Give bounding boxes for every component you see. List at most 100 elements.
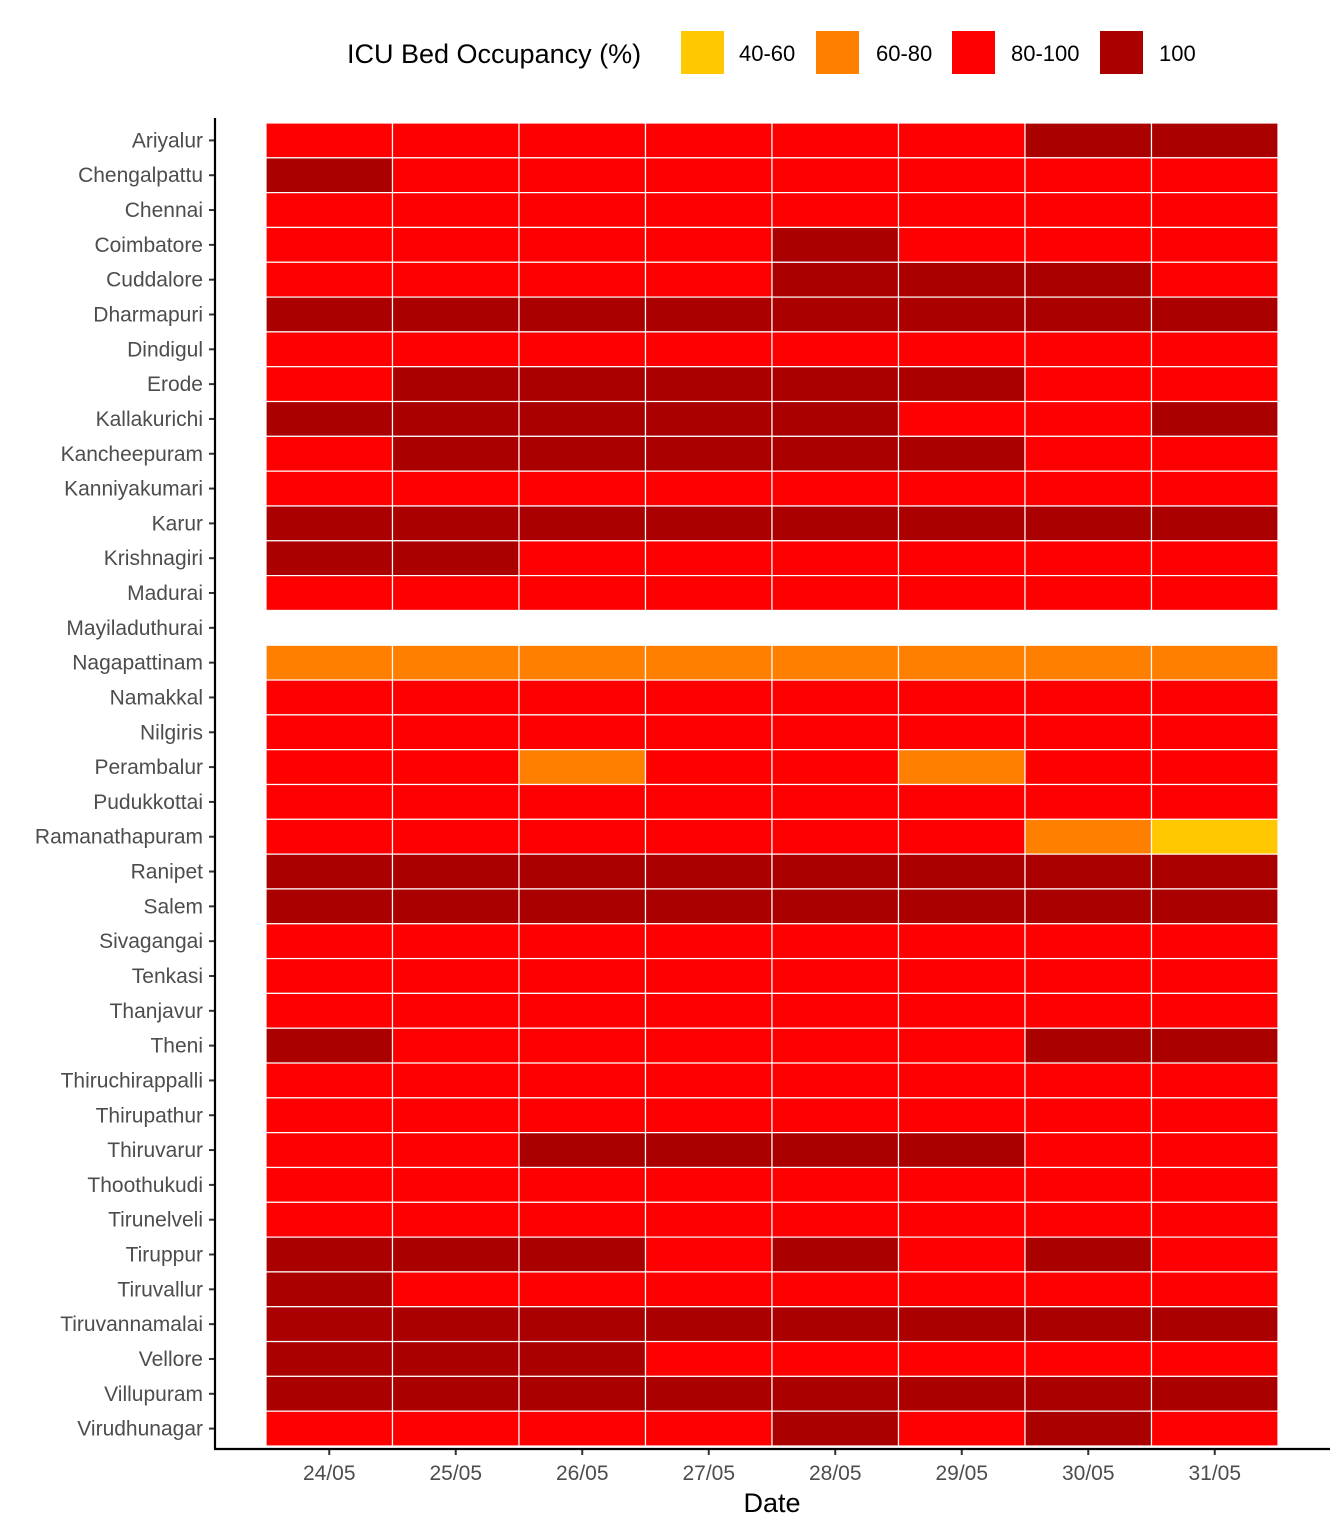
heatmap-cell: [644, 192, 773, 229]
heatmap-cell: [518, 1097, 647, 1134]
heatmap-cell: [644, 505, 773, 542]
heatmap-cell: [644, 1340, 773, 1377]
heatmap-cell: [1150, 644, 1279, 681]
heatmap-cell: [518, 122, 647, 159]
heatmap-cell: [771, 122, 900, 159]
y-axis-ticks: Ariyalur Chengalpattu Chennai Coimbatore Cud…: [35, 129, 215, 1441]
heatmap-cell: [518, 1410, 647, 1447]
heatmap-cell: [391, 957, 520, 994]
heatmap-cell: [644, 1062, 773, 1099]
heatmap-cell: [265, 888, 394, 925]
heatmap-cell: [265, 505, 394, 542]
y-tick-label: Villupuram: [104, 1383, 203, 1406]
heatmap-cell: [644, 1201, 773, 1238]
heatmap-cell: [1024, 783, 1153, 820]
heatmap-cell: [1024, 679, 1153, 716]
heatmap-cell: [1024, 1027, 1153, 1064]
heatmap-cell: [771, 957, 900, 994]
heatmap-cell: [1150, 1236, 1279, 1273]
heatmap-cell: [391, 1271, 520, 1308]
heatmap-cell: [391, 505, 520, 542]
legend-key-40-60: [681, 31, 724, 74]
heatmap-cell: [265, 226, 394, 263]
heatmap-cell: [265, 1375, 394, 1412]
y-tick-label: Thanjavur: [110, 1000, 203, 1023]
heatmap-cell: [265, 644, 394, 681]
heatmap-cell: [771, 505, 900, 542]
heatmap-cell: [1024, 992, 1153, 1029]
heatmap-cell: [1024, 331, 1153, 368]
heatmap-cell: [518, 1375, 647, 1412]
y-tick-label: Salem: [143, 895, 203, 918]
heatmap-cell: [265, 435, 394, 472]
legend-key-60-80: [816, 31, 859, 74]
heatmap-cell: [391, 226, 520, 263]
heatmap-cell: [897, 157, 1026, 194]
heatmap-cell: [518, 783, 647, 820]
heatmap-cell: [1024, 1097, 1153, 1134]
y-tick-label: Mayiladuthurai: [66, 617, 203, 640]
heatmap-cell: [518, 957, 647, 994]
heatmap-cell: [1024, 1306, 1153, 1343]
y-tick-label: Dindigul: [127, 338, 203, 361]
heatmap-cell: [897, 226, 1026, 263]
heatmap-cell: [1150, 749, 1279, 786]
legend-label: 60-80: [876, 41, 932, 66]
heatmap-cell: [897, 1375, 1026, 1412]
heatmap-cell: [897, 1097, 1026, 1134]
heatmap-cell: [1150, 1201, 1279, 1238]
heatmap-cell: [897, 1166, 1026, 1203]
heatmap-cell: [1150, 1062, 1279, 1099]
heatmap-cell: [1024, 400, 1153, 437]
y-tick-label: Kanniyakumari: [64, 478, 203, 501]
heatmap-cell: [518, 331, 647, 368]
x-tick-label: 30/05: [1062, 1462, 1115, 1485]
heatmap-cell: [518, 470, 647, 507]
heatmap-cell: [391, 157, 520, 194]
heatmap-cell: [391, 992, 520, 1029]
heatmap-cell: [644, 1132, 773, 1169]
heatmap-cell: [391, 714, 520, 751]
heatmap-cell: [897, 679, 1026, 716]
heatmap-cell: [1024, 1201, 1153, 1238]
heatmap-cell: [391, 1166, 520, 1203]
heatmap-cell: [644, 1097, 773, 1134]
heatmap-cell: [897, 296, 1026, 333]
heatmap-cell: [1024, 470, 1153, 507]
heatmap-cell: [644, 1375, 773, 1412]
y-tick-label: Thiruvarur: [107, 1139, 203, 1162]
heatmap-cell: [265, 1410, 394, 1447]
heatmap-cell: [1150, 261, 1279, 298]
heatmap-cell: [644, 679, 773, 716]
heatmap-cell: [644, 261, 773, 298]
heatmap-cell: [265, 1097, 394, 1134]
y-tick-label: Pudukkottai: [93, 791, 203, 814]
heatmap-cell: [265, 575, 394, 612]
heatmap-cell: [771, 853, 900, 890]
heatmap-cell: [644, 992, 773, 1029]
heatmap-cell: [771, 992, 900, 1029]
heatmap-cell: [518, 505, 647, 542]
heatmap-cell: [771, 1201, 900, 1238]
heatmap-cell: [1150, 157, 1279, 194]
heatmap-cell: [391, 818, 520, 855]
y-tick-label: Tiruvannamalai: [60, 1313, 203, 1336]
legend-key-80-100: [952, 31, 995, 74]
heatmap-cell: [1150, 122, 1279, 159]
heatmap-cell: [391, 1375, 520, 1412]
heatmap-cell: [897, 1201, 1026, 1238]
heatmap-cell: [1024, 888, 1153, 925]
heatmap-cell: [1024, 435, 1153, 472]
heatmap-cell: [391, 1097, 520, 1134]
y-tick-label: Tiruvallur: [117, 1278, 203, 1301]
heatmap-cell: [771, 366, 900, 403]
heatmap-cell: [644, 296, 773, 333]
heatmap-cell: [518, 644, 647, 681]
heatmap-cell: [771, 331, 900, 368]
heatmap-cell: [391, 470, 520, 507]
heatmap-cell: [518, 296, 647, 333]
heatmap-cell: [518, 366, 647, 403]
heatmap-cell: [771, 783, 900, 820]
heatmap-cell: [391, 435, 520, 472]
heatmap-cell: [265, 1236, 394, 1273]
